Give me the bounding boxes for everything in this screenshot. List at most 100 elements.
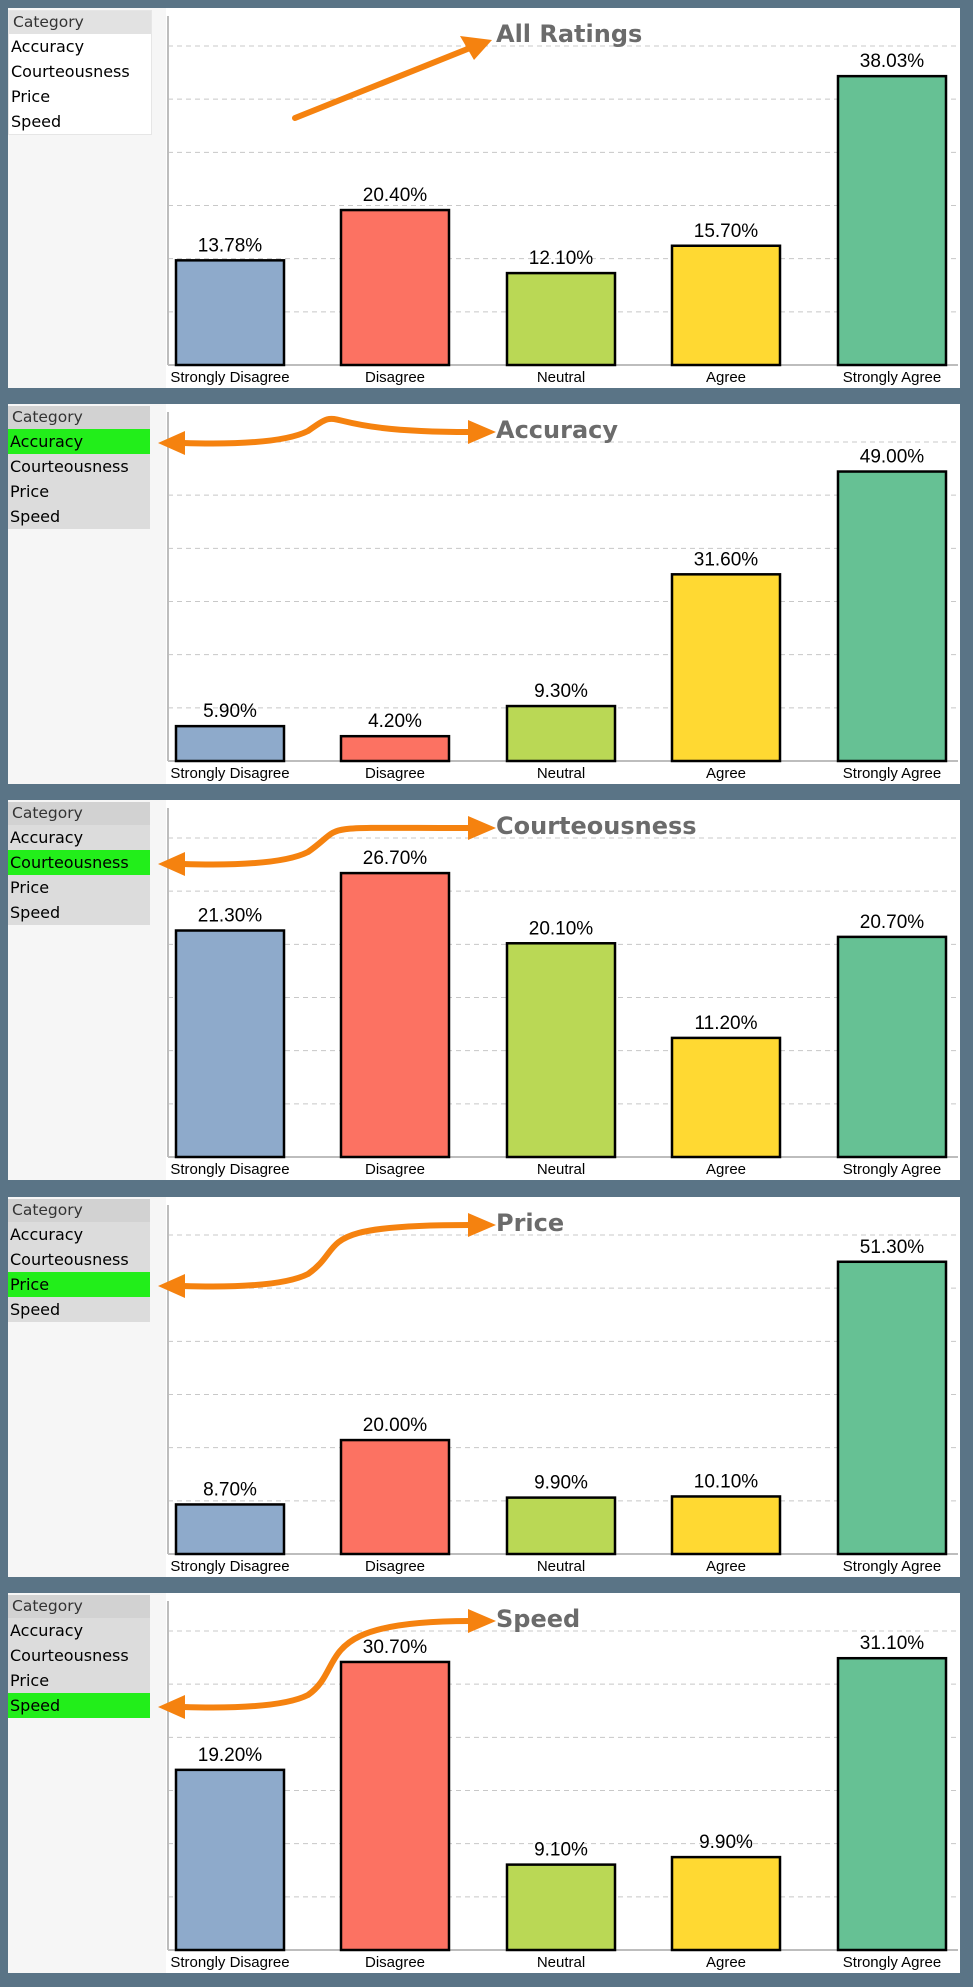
data-label: 13.78% <box>198 235 263 256</box>
bar-chart: 21.30% Strongly Disagree 26.70% Disagree 20.… <box>158 808 958 1178</box>
x-tick-label: Disagree <box>365 1161 425 1178</box>
category-listbox[interactable]: Category Accuracy Courteousness Price Speed <box>8 10 152 135</box>
data-label: 38.03% <box>860 51 925 72</box>
category-listbox[interactable]: Category Accuracy Courteousness Price Speed <box>8 1595 150 1718</box>
category-listbox[interactable]: Category Accuracy Courteousness Price Speed <box>8 802 150 925</box>
listbox-item-courteousness[interactable]: Courteousness <box>10 1250 129 1269</box>
bar-strongly-agree[interactable] <box>836 74 948 367</box>
bar-neutral[interactable] <box>505 704 617 763</box>
data-label: 12.10% <box>529 248 594 269</box>
bar-neutral[interactable] <box>505 942 617 1159</box>
bar-disagree[interactable] <box>339 1438 451 1556</box>
listbox-item-courteousness[interactable]: Courteousness <box>8 850 150 875</box>
bar-disagree[interactable] <box>339 871 451 1159</box>
x-tick-label: Disagree <box>365 1954 425 1971</box>
data-label: 9.90% <box>534 1473 588 1494</box>
listbox-item-accuracy[interactable]: Accuracy <box>10 1621 84 1640</box>
listbox-item-speed[interactable]: Speed <box>10 1300 61 1319</box>
x-tick-label: Agree <box>706 765 746 782</box>
chart-panel-accuracy: Category Accuracy Courteousness Price Speed 5… <box>8 404 960 784</box>
listbox-item-speed[interactable]: Speed <box>11 112 62 131</box>
listbox-item-speed[interactable]: Speed <box>10 507 61 526</box>
listbox-item-accuracy[interactable]: Accuracy <box>11 37 85 56</box>
bar-disagree[interactable] <box>339 1660 451 1952</box>
listbox-item-courteousness[interactable]: Courteousness <box>10 1646 129 1665</box>
bar-disagree[interactable] <box>339 208 451 367</box>
listbox-item-accuracy[interactable]: Accuracy <box>10 828 84 847</box>
listbox-item-speed[interactable]: Speed <box>10 903 61 922</box>
bar-strongly-agree[interactable] <box>836 935 948 1159</box>
data-label: 11.20% <box>694 1013 757 1034</box>
bar-strongly-disagree[interactable] <box>174 724 286 763</box>
sidebar: Category Accuracy Courteousness Price Speed <box>8 8 166 388</box>
bar-strongly-disagree[interactable] <box>174 1768 286 1952</box>
data-label: 49.00% <box>860 447 925 468</box>
chart-title: Speed <box>496 1605 580 1633</box>
x-tick-label: Neutral <box>537 765 585 782</box>
chart-title: Courteousness <box>496 812 697 840</box>
x-tick-label: Neutral <box>537 1558 585 1575</box>
bar-strongly-agree[interactable] <box>836 1656 948 1952</box>
listbox-item-accuracy[interactable]: Accuracy <box>10 1225 84 1244</box>
data-label: 31.10% <box>860 1633 925 1654</box>
x-tick-label: Strongly Disagree <box>170 765 289 782</box>
bar-agree[interactable] <box>670 1855 782 1952</box>
listbox-header: Category <box>8 802 150 825</box>
category-listbox[interactable]: Category Accuracy Courteousness Price Speed <box>8 1199 150 1322</box>
listbox-item-price[interactable]: Price <box>10 482 50 501</box>
orange-arrow-icon <box>158 1609 496 1719</box>
bar-strongly-disagree[interactable] <box>174 929 286 1159</box>
data-label: 19.20% <box>198 1745 263 1766</box>
data-label: 8.70% <box>203 1479 257 1500</box>
bar-neutral[interactable] <box>505 1863 617 1952</box>
x-tick-label: Strongly Disagree <box>170 1161 289 1178</box>
bar-agree[interactable] <box>670 1036 782 1159</box>
data-label: 20.70% <box>860 912 925 933</box>
x-tick-label: Strongly Agree <box>843 765 941 782</box>
bar-neutral[interactable] <box>505 1496 617 1556</box>
bar-strongly-disagree[interactable] <box>174 1503 286 1556</box>
data-label: 31.60% <box>694 549 759 570</box>
listbox-item-courteousness[interactable]: Courteousness <box>10 457 129 476</box>
bar-chart: 5.90% Strongly Disagree 4.20% Disagree 9.30%… <box>158 412 958 782</box>
orange-arrow-icon <box>158 1213 496 1298</box>
x-tick-label: Strongly Disagree <box>170 369 289 386</box>
data-label: 20.10% <box>529 918 594 939</box>
data-label: 26.70% <box>363 848 428 869</box>
listbox-header: Category <box>8 1595 150 1618</box>
x-tick-label: Neutral <box>537 1954 585 1971</box>
bar-strongly-agree[interactable] <box>836 1260 948 1556</box>
bar-strongly-agree[interactable] <box>836 470 948 763</box>
x-tick-label: Agree <box>706 1161 746 1178</box>
data-label: 51.30% <box>860 1237 925 1258</box>
x-tick-label: Neutral <box>537 1161 585 1178</box>
data-label: 5.90% <box>203 701 257 722</box>
listbox-header: Category <box>8 1199 150 1222</box>
listbox-item-price[interactable]: Price <box>10 1671 50 1690</box>
data-label: 10.10% <box>694 1471 759 1492</box>
orange-arrow-icon <box>158 415 496 455</box>
bar-neutral[interactable] <box>505 271 617 367</box>
bar-disagree[interactable] <box>339 734 451 763</box>
listbox-item-accuracy[interactable]: Accuracy <box>8 429 150 454</box>
listbox-item-price[interactable]: Price <box>8 1272 150 1297</box>
data-label: 30.70% <box>363 1637 428 1658</box>
data-label: 20.00% <box>363 1415 428 1436</box>
category-listbox[interactable]: Category Accuracy Courteousness Price Speed <box>8 406 150 529</box>
bar-agree[interactable] <box>670 573 782 763</box>
data-label: 9.10% <box>534 1840 588 1861</box>
bar-chart: 8.70% Strongly Disagree 20.00% Disagree 9.90… <box>158 1205 958 1575</box>
listbox-item-courteousness[interactable]: Courteousness <box>11 62 130 81</box>
data-label: 15.70% <box>694 221 759 242</box>
chart-panel-speed: Category Accuracy Courteousness Price Speed 1… <box>8 1593 960 1973</box>
chart-panel-all-ratings: Category Accuracy Courteousness Price Speed 1… <box>8 8 960 388</box>
listbox-item-price[interactable]: Price <box>11 87 51 106</box>
listbox-item-price[interactable]: Price <box>10 878 50 897</box>
data-label: 21.30% <box>198 906 263 927</box>
x-tick-label: Disagree <box>365 765 425 782</box>
bar-strongly-disagree[interactable] <box>174 259 286 367</box>
bar-agree[interactable] <box>670 244 782 367</box>
chart-title: Accuracy <box>496 416 618 444</box>
listbox-item-speed[interactable]: Speed <box>8 1693 150 1718</box>
bar-agree[interactable] <box>670 1495 782 1556</box>
